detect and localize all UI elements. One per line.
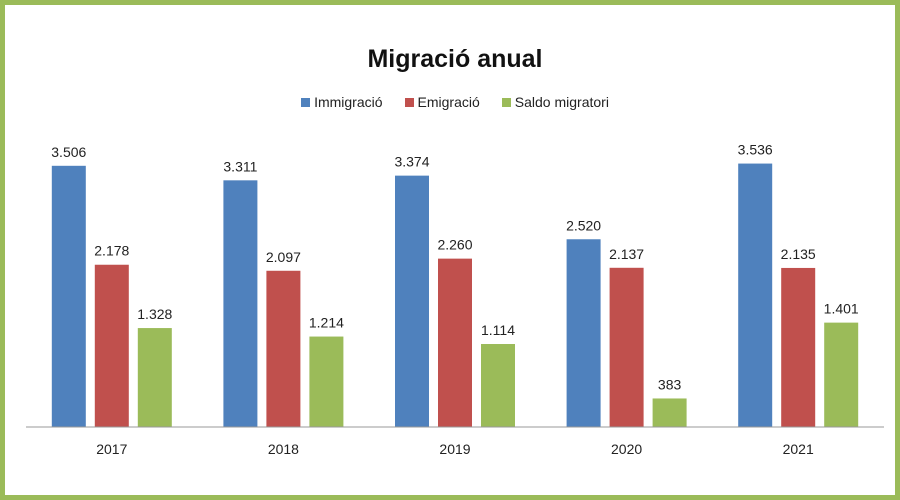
bar-2021-0 [738, 163, 773, 427]
x-tick-label: 2017 [96, 441, 127, 457]
bar-2020-0 [566, 239, 601, 427]
data-label: 3.374 [394, 154, 429, 170]
legend-item-immigracio: Immigració [301, 94, 383, 110]
data-label: 2.135 [781, 246, 816, 262]
data-label: 2.260 [437, 237, 472, 253]
bar-2021-1 [781, 267, 816, 427]
legend: Immigració Emigració Saldo migratori [5, 94, 900, 110]
x-tick-label: 2019 [439, 441, 470, 457]
data-label: 2.178 [94, 243, 129, 259]
legend-swatch [404, 97, 414, 107]
data-label: 3.311 [223, 158, 257, 174]
bar-2017-1 [94, 264, 129, 427]
bar-2020-2 [652, 398, 687, 427]
bar-2019-0 [395, 175, 429, 427]
bar-2018-2 [309, 336, 344, 427]
data-label: 2.520 [566, 217, 601, 233]
data-label: 1.214 [309, 315, 344, 331]
legend-label: Saldo migratori [514, 94, 609, 110]
data-label: 1.401 [824, 301, 859, 317]
bar-2018-0 [223, 180, 258, 427]
x-tick-label: 2021 [783, 441, 814, 457]
legend-item-emigracio: Emigració [404, 94, 480, 110]
x-tick-label: 2020 [611, 441, 642, 457]
x-tick-label: 2018 [268, 441, 299, 457]
bar-2019-1 [438, 258, 472, 427]
data-label: 1.114 [481, 322, 515, 338]
data-label: 383 [658, 376, 682, 392]
bar-2017-0 [51, 165, 86, 428]
bar-2021-2 [824, 322, 859, 427]
legend-label: Immigració [314, 94, 383, 110]
legend-swatch [501, 97, 511, 107]
data-label: 2.137 [609, 246, 644, 262]
bar-2018-1 [266, 270, 301, 427]
bar-2017-2 [137, 328, 172, 427]
legend-item-saldo: Saldo migratori [501, 94, 609, 110]
data-label: 3.536 [738, 142, 773, 158]
bar-2020-1 [609, 267, 644, 427]
data-label: 1.328 [137, 306, 172, 322]
legend-label: Emigració [417, 94, 480, 110]
bar-2019-2 [481, 344, 515, 427]
legend-swatch [301, 97, 311, 107]
data-label: 2.097 [266, 249, 301, 265]
data-label: 3.506 [51, 144, 86, 160]
chart-title: Migració anual [367, 45, 543, 73]
